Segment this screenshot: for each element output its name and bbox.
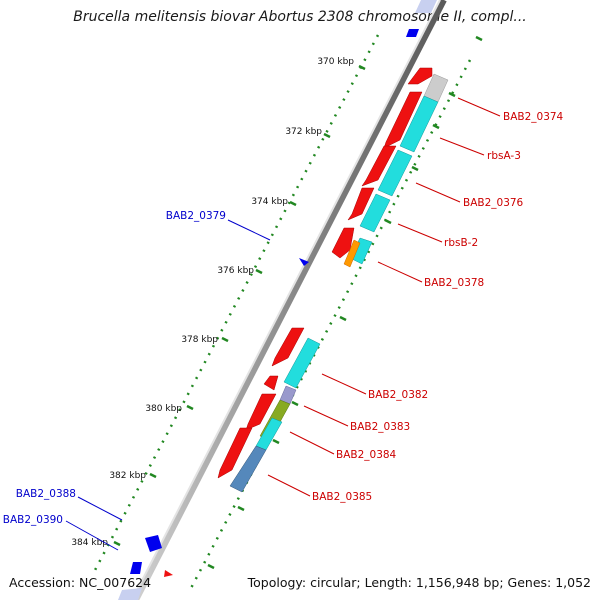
label-BAB2_0388: BAB2_0388 [16, 488, 76, 500]
label-rbsA-3: rbsA-3 [487, 150, 521, 162]
gene-BAB2_0383 [245, 393, 277, 431]
gene-BAB2_0388-mark [145, 535, 162, 552]
gene-BAB2_0390-mark [130, 562, 142, 574]
tick-label-374: 374 kbp [251, 197, 288, 207]
label-BAB2_0374: BAB2_0374 [503, 111, 564, 123]
label-BAB2_0390: BAB2_0390 [3, 514, 63, 526]
label-BAB2_0385: BAB2_0385 [312, 491, 372, 503]
bottom-red-mark [164, 570, 173, 577]
gene-BAB2_0384 [217, 427, 253, 479]
gene-BAB2_0378 [331, 227, 355, 259]
tick-label-378: 378 kbp [181, 335, 218, 345]
tick-label-370: 370 kbp [317, 57, 354, 67]
label-BAB2_0379: BAB2_0379 [166, 210, 226, 222]
label-BAB2_0378: BAB2_0378 [424, 277, 484, 289]
bottom-blue-mark [118, 588, 142, 600]
tick-label-372: 372 kbp [285, 127, 322, 137]
label-rbsB-2: rbsB-2 [444, 237, 478, 249]
map-title: Brucella melitensis biovar Abortus 2308 … [73, 9, 527, 25]
gene-small-382b [263, 375, 279, 391]
tick-label-380: 380 kbp [145, 404, 182, 414]
gene-BAB2_0379-mark [299, 258, 309, 266]
forward-features [118, 258, 309, 600]
ruler-ticks [113, 64, 366, 547]
topology-info-text: Topology: circular; Length: 1,156,948 bp… [247, 575, 591, 590]
label-BAB2_0382: BAB2_0382 [368, 389, 428, 401]
chromosome-backbone [131, 0, 447, 600]
accession-text: Accession: NC_007624 [9, 575, 152, 590]
gene-rbsA-3 [383, 91, 423, 149]
gene-BAB2_0376 [361, 145, 397, 187]
label-connectors-left [65, 219, 271, 551]
tick-label-382: 382 kbp [109, 471, 146, 481]
gene-BAB2_0382 [271, 327, 305, 367]
gene-BAB2_0374 [407, 67, 433, 85]
label-BAB2_0384: BAB2_0384 [336, 449, 397, 461]
cds-features [229, 73, 449, 493]
gene-features-red [217, 67, 433, 479]
label-BAB2_0376: BAB2_0376 [463, 197, 524, 209]
label-BAB2_0383: BAB2_0383 [350, 421, 410, 433]
label-connectors-right [267, 97, 501, 497]
tick-label-376: 376 kbp [217, 266, 254, 276]
tick-label-384: 384 kbp [71, 538, 108, 548]
cds-rbsA-3 [399, 95, 439, 153]
gene-rbsB-2 [347, 187, 375, 221]
guide-tracks [92, 34, 483, 591]
top-forward-feature [406, 0, 437, 37]
cds-0376 [377, 149, 413, 197]
cds-0378-b [343, 239, 361, 268]
cds-0382 [283, 337, 321, 389]
cds-0385 [229, 445, 267, 493]
cds-rbsB-2 [359, 193, 391, 233]
